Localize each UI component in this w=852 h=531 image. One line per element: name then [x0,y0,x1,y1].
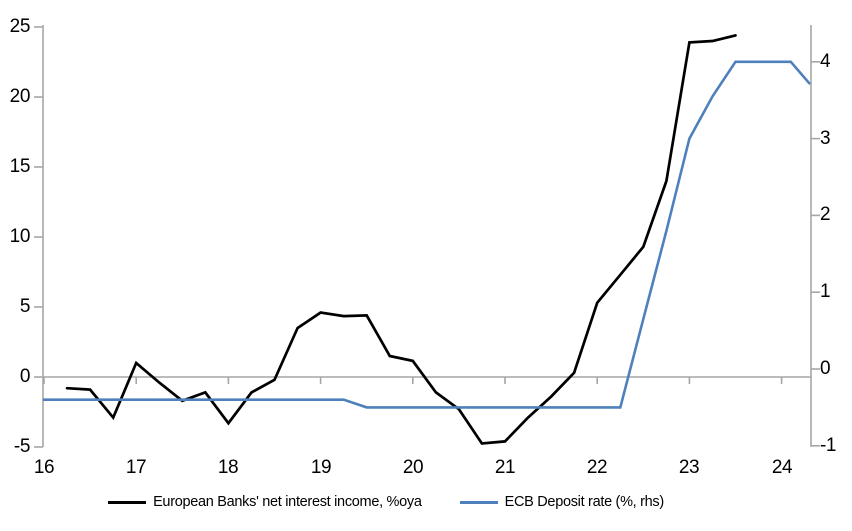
y-right-tick-label: -1 [820,435,837,456]
net-interest-income-line [65,34,737,445]
legend-label: ECB Deposit rate (%, rhs) [504,494,665,510]
x-tick-label: 16 [33,457,55,478]
y-right-tick-label: 1 [820,281,831,302]
x-tick-label: 17 [125,457,147,478]
y-left-tick-label: 25 [9,16,31,37]
y-left-tick-label: 15 [9,156,31,177]
ecb-deposit-rate-line [42,60,811,409]
nii-line-sample [108,500,147,504]
legend-item-ecb-deposit-rate: ECB Deposit rate (%, rhs) [459,494,665,510]
x-tick-label: 23 [678,457,700,478]
y-right-tick-label: 2 [820,204,831,225]
legend-label: European Banks' net interest income, %oy… [153,494,422,510]
y-right-tick-label: 4 [820,51,831,72]
y-right-tick-label: 3 [820,128,831,149]
y-left-tick-label: 20 [9,86,31,107]
x-tick-label: 24 [771,457,793,478]
legend: European Banks' net interest income, %oy… [0,490,772,514]
y-left-tick-label: 5 [19,296,31,317]
y-right-tick-label: 0 [820,358,831,379]
y-left-tick-label: 10 [9,226,31,247]
x-tick-label: 20 [402,457,424,478]
legend-item-net-interest-income: European Banks' net interest income, %oy… [108,494,422,510]
y-left-tick-label: -5 [13,436,31,457]
x-tick-label: 18 [217,457,239,478]
x-tick-label: 21 [494,457,516,478]
y-left-tick-label: 0 [19,366,31,387]
ecb-line-sample [459,500,498,504]
x-tick-label: 19 [310,457,332,478]
x-tick-label: 22 [586,457,608,478]
